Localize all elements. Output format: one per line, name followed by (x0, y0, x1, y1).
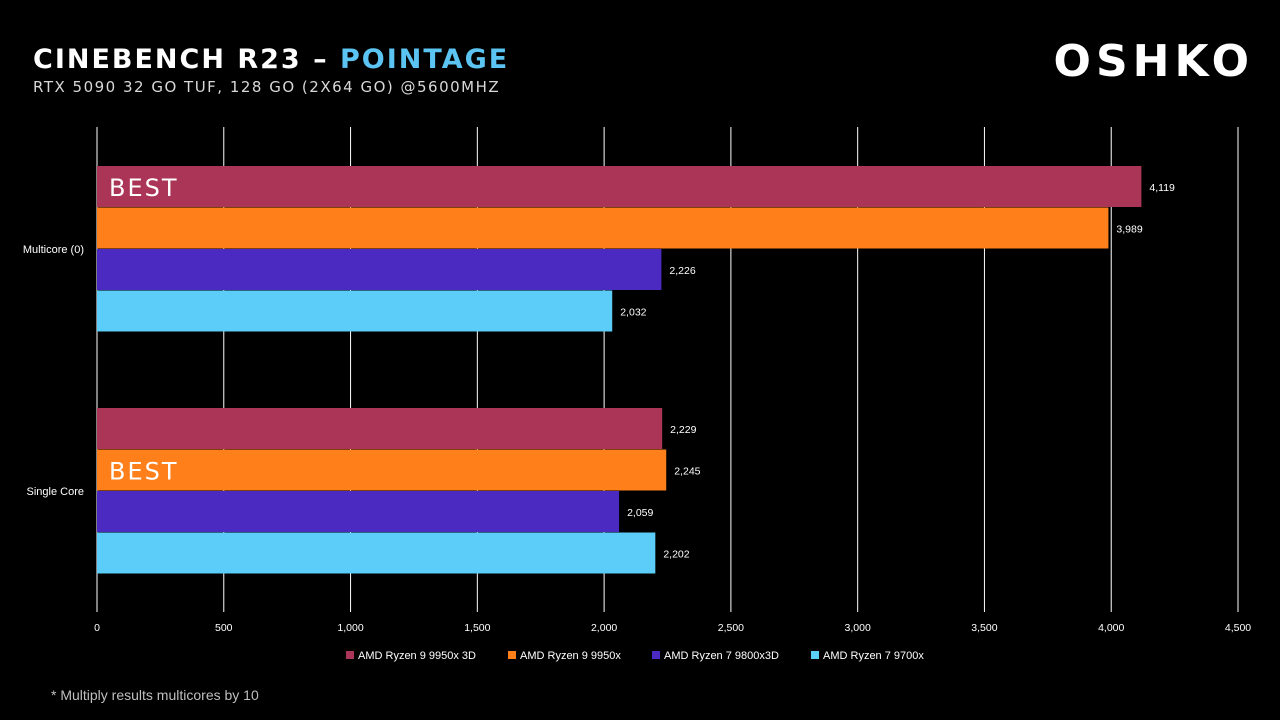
x-tick-label: 500 (215, 622, 233, 634)
legend-swatch (811, 651, 819, 659)
legend-swatch (346, 651, 354, 659)
legend-label: AMD Ryzen 7 9800x3D (664, 650, 779, 662)
footnote: * Multiply results multicores by 10 (51, 687, 259, 703)
bar (97, 532, 656, 574)
x-tick-label: 2,000 (591, 622, 617, 634)
data-label: 2,245 (674, 465, 700, 477)
data-label: 2,059 (627, 507, 653, 519)
legend-label: AMD Ryzen 9 9950x 3D (358, 650, 476, 662)
x-tick-label: 0 (94, 622, 100, 634)
best-annotation: BEST (109, 174, 179, 202)
x-tick-label: 2,500 (718, 622, 744, 634)
data-label: 3,989 (1116, 223, 1142, 235)
legend-swatch (652, 651, 660, 659)
data-label: 2,226 (669, 265, 695, 277)
legend-swatch (508, 651, 516, 659)
data-label: 4,119 (1149, 182, 1175, 194)
chart-title-accent: POINTAGE (340, 44, 510, 75)
bar (97, 290, 613, 332)
bar (97, 408, 663, 449)
bar (97, 166, 1142, 207)
bar (97, 207, 1109, 249)
x-tick-label: 3,500 (971, 622, 997, 634)
legend-label: AMD Ryzen 7 9700x (823, 650, 924, 662)
x-tick-label: 3,000 (845, 622, 871, 634)
data-label: 2,229 (670, 424, 696, 436)
legend-label: AMD Ryzen 9 9950x (520, 650, 621, 662)
category-label: Single Core (27, 486, 84, 498)
category-label: Multicore (0) (23, 244, 84, 256)
best-annotation: BEST (109, 457, 179, 485)
x-tick-label: 4,000 (1098, 622, 1124, 634)
bar (97, 249, 662, 290)
chart-title: CINEBENCH R23 – POINTAGE (33, 44, 509, 75)
chart-subtitle: RTX 5090 32 GO TUF, 128 GO (2X64 GO) @56… (33, 78, 501, 96)
x-tick-label: 1,000 (337, 622, 363, 634)
chart-title-main: CINEBENCH R23 – (33, 44, 340, 75)
bar (97, 449, 667, 491)
brand-logo: OSHKO (1053, 36, 1254, 87)
data-label: 2,202 (663, 548, 689, 560)
x-tick-label: 1,500 (464, 622, 490, 634)
bar (97, 491, 620, 532)
data-label: 2,032 (620, 306, 646, 318)
x-tick-label: 4,500 (1225, 622, 1251, 634)
